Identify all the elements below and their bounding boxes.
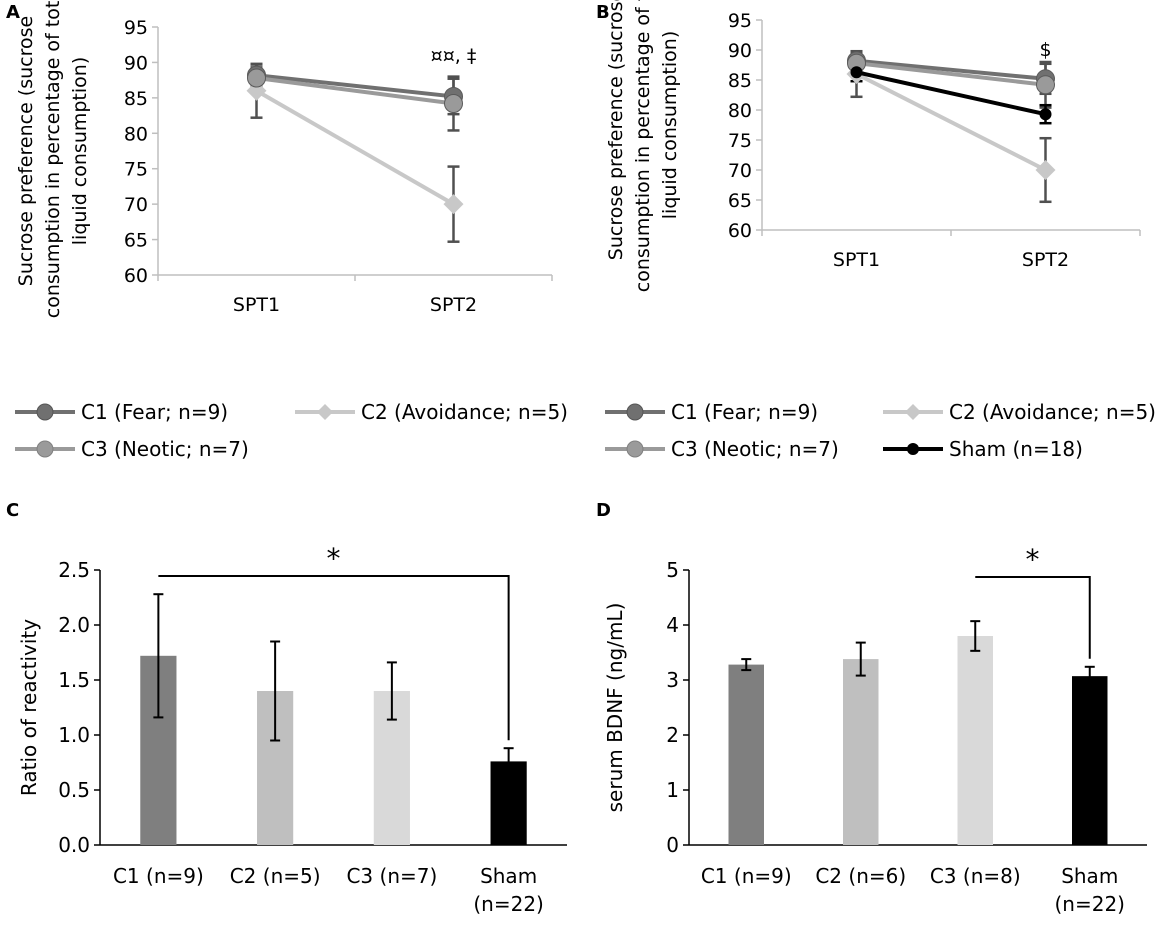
x-tick-label: C1 (n=9) — [701, 864, 792, 888]
legend-swatch-sham — [883, 439, 943, 459]
x-tick-label: C1 (n=9) — [113, 864, 204, 888]
y-tick-label: 80 — [728, 100, 752, 122]
data-point — [1035, 160, 1056, 180]
x-tick-label: C2 (n=5) — [230, 864, 321, 888]
panel-label-d: D — [596, 500, 611, 521]
bar — [957, 636, 993, 845]
significance-bracket — [158, 575, 510, 741]
bar — [843, 659, 879, 845]
legend-label-c2: C2 (Avoidance; n=5) — [949, 400, 1156, 424]
data-point — [443, 194, 464, 215]
y-tick-label: 2.0 — [58, 613, 90, 637]
series-line — [855, 72, 1047, 172]
series-line — [256, 73, 454, 99]
x-tick-label: C3 (n=8) — [930, 864, 1021, 888]
legend-swatch-c1 — [605, 402, 665, 422]
y-tick-label: 5 — [666, 558, 679, 582]
legend-label-c3: C3 (Neotic; n=7) — [81, 437, 249, 461]
y-tick-label: 90 — [728, 40, 752, 62]
chart-b: 60 65 70 75 80 85 90 95 SPT1 SPT2 Sucrose preferen… — [605, 0, 1141, 292]
y-tick-label: 0.0 — [58, 833, 90, 857]
x-tick-label: Sham (n=22) — [473, 864, 544, 916]
significance-star: * — [1026, 543, 1040, 576]
series-line — [856, 61, 1046, 87]
y-tick-label: 90 — [124, 52, 148, 74]
y-tick-label: 60 — [728, 220, 752, 242]
y-tick-label: 85 — [124, 88, 148, 110]
significance-bracket — [975, 576, 1091, 659]
y-tick-label: 85 — [728, 70, 752, 92]
panel-label-c: C — [6, 500, 20, 521]
y-tick-label: 95 — [124, 17, 148, 39]
legend-swatch-c3 — [15, 439, 75, 459]
legend-item: C2 (Avoidance; n=5) — [295, 400, 568, 424]
y-tick-label: 80 — [124, 123, 148, 145]
series-line — [856, 70, 1046, 117]
data-point — [850, 66, 863, 79]
legend-item: C1 (Fear; n=9) — [605, 400, 818, 424]
y-axis-label: Ratio of reactivity — [17, 619, 41, 796]
legend-swatch-c3 — [605, 439, 665, 459]
significance-annotation: $ — [1039, 39, 1051, 61]
x-tick-label: Sham (n=22) — [1055, 864, 1126, 916]
legend-item: C1 (Fear; n=9) — [15, 400, 228, 424]
legend-swatch-c2 — [883, 402, 943, 422]
data-point — [1036, 75, 1055, 95]
y-tick-label: 75 — [728, 130, 752, 152]
y-axis-label: Sucrose preference (sucrose consumption i… — [605, 0, 681, 292]
series-line — [255, 89, 455, 206]
y-tick-label: 1.0 — [58, 723, 90, 747]
x-tick-label: SPT2 — [1022, 249, 1069, 271]
legend-label-c2: C2 (Avoidance; n=5) — [361, 400, 568, 424]
chart-d: 0 1 2 3 4 5 C1 (n=9) C2 (n=6) C3 (n=8) Sham (n=22)… — [603, 543, 1147, 916]
series-line — [856, 58, 1046, 81]
panel-label-b: B — [596, 2, 610, 23]
y-tick-label: 0.5 — [58, 778, 90, 802]
legend-item: C2 (Avoidance; n=5) — [883, 400, 1156, 424]
y-tick-label: 0 — [666, 833, 679, 857]
x-tick-label: C3 (n=7) — [346, 864, 437, 888]
legend-label-sham: Sham (n=18) — [949, 437, 1083, 461]
y-tick-label: 4 — [666, 613, 679, 637]
panel-label-a: A — [6, 2, 20, 23]
y-tick-label: 70 — [124, 194, 148, 216]
bar — [1072, 676, 1108, 845]
legend-item: C3 (Neotic; n=7) — [605, 437, 839, 461]
y-tick-label: 1 — [666, 778, 679, 802]
y-tick-label: 1.5 — [58, 668, 90, 692]
legend-item: C3 (Neotic; n=7) — [15, 437, 249, 461]
legend-label-c3: C3 (Neotic; n=7) — [671, 437, 839, 461]
series-line — [256, 76, 454, 106]
y-tick-label: 65 — [124, 230, 148, 252]
significance-star: * — [327, 542, 341, 575]
x-tick-label: SPT2 — [430, 294, 477, 316]
y-axis-label: Sucrose preference (sucrose consumption i… — [15, 0, 91, 318]
y-tick-label: 75 — [124, 159, 148, 181]
chart-c: 0.0 0.5 1.0 1.5 2.0 2.5 C1 (n=9) C2 (n=5) C3 (n=… — [17, 542, 567, 916]
legend-item: Sham (n=18) — [883, 437, 1083, 461]
y-tick-label: 95 — [728, 10, 752, 32]
y-tick-label: 2 — [666, 723, 679, 747]
y-tick-label: 2.5 — [58, 558, 90, 582]
y-tick-label: 70 — [728, 160, 752, 182]
x-tick-label: SPT1 — [233, 294, 280, 316]
bar — [728, 664, 764, 845]
y-axis-label: serum BDNF (ng/mL) — [603, 603, 627, 813]
y-tick-label: 65 — [728, 190, 752, 212]
data-point — [444, 94, 463, 114]
data-point — [247, 68, 266, 88]
data-point — [1039, 108, 1052, 121]
x-tick-label: C2 (n=6) — [815, 864, 906, 888]
legend-label-c1: C1 (Fear; n=9) — [671, 400, 819, 424]
significance-annotation: ¤¤, ‡ — [431, 45, 477, 67]
y-tick-label: 3 — [666, 668, 679, 692]
chart-a: 60 65 70 75 80 85 90 95 SPT1 SPT2 Sucrose preferen… — [15, 0, 553, 318]
legend-label-c1: C1 (Fear; n=9) — [81, 400, 229, 424]
legend-swatch-c1 — [15, 402, 75, 422]
y-tick-label: 60 — [124, 265, 148, 287]
legend-swatch-c2 — [295, 402, 355, 422]
x-tick-label: SPT1 — [833, 249, 880, 271]
